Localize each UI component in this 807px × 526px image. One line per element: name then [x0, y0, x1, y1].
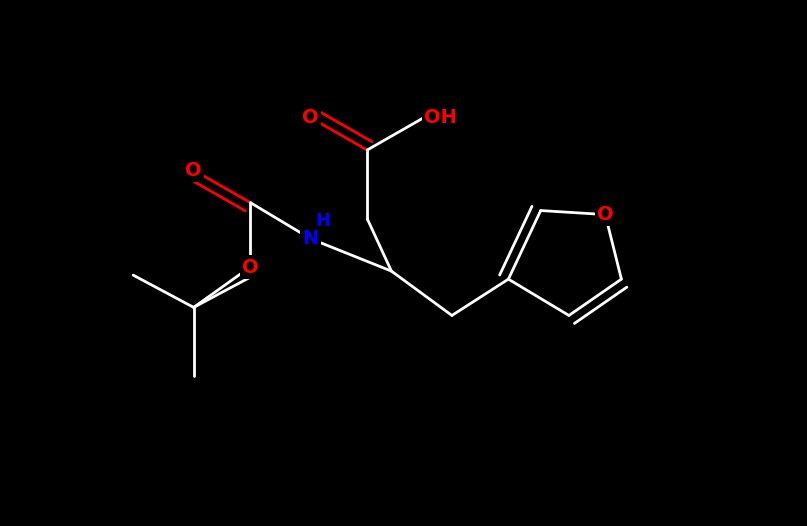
Text: O: O: [303, 108, 319, 127]
Text: N: N: [303, 229, 319, 248]
Text: O: O: [597, 205, 613, 224]
Text: O: O: [242, 258, 258, 277]
Text: O: O: [186, 161, 202, 180]
Text: H: H: [316, 212, 330, 230]
Text: OH: OH: [424, 108, 457, 127]
